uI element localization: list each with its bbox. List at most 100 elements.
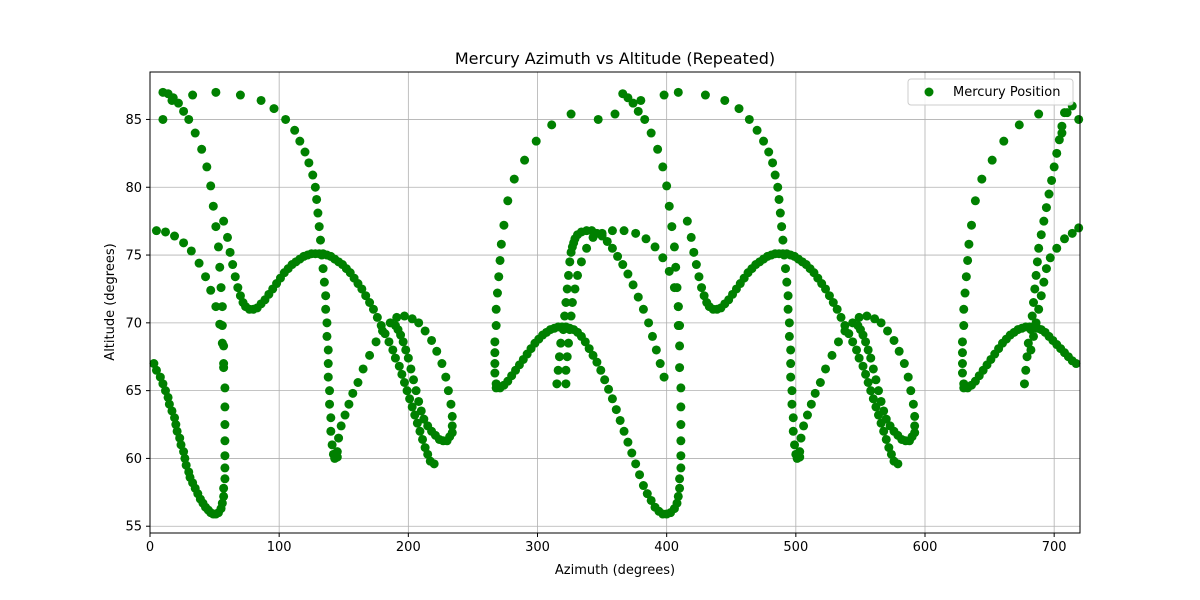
data-point (1036, 230, 1046, 240)
data-point (151, 226, 161, 236)
data-point (881, 414, 891, 424)
y-axis-ticks: 55 60 65 70 75 80 85 (125, 113, 150, 535)
data-point (213, 242, 223, 252)
data-point (588, 232, 598, 242)
data-point (752, 125, 762, 135)
data-point (401, 345, 411, 355)
data-point (446, 399, 456, 409)
data-point (295, 136, 305, 146)
data-point (682, 216, 692, 226)
data-point (547, 120, 557, 130)
data-point (987, 155, 997, 165)
data-point (372, 312, 382, 322)
data-point (1039, 216, 1049, 226)
data-point (1031, 270, 1041, 280)
data-point (734, 104, 744, 114)
data-point (879, 426, 889, 436)
data-point (281, 114, 291, 124)
data-point (313, 208, 323, 218)
data-point (910, 421, 920, 431)
data-point (423, 421, 433, 431)
data-point (676, 402, 686, 412)
data-point (959, 304, 969, 314)
data-point (596, 365, 606, 375)
data-point (623, 437, 633, 447)
data-point (676, 436, 686, 446)
data-point (181, 460, 191, 470)
legend-label: Mercury Position (953, 85, 1060, 100)
data-point (432, 346, 442, 356)
data-point (796, 433, 806, 443)
y-tick-label: 85 (125, 113, 142, 128)
data-point (447, 421, 457, 431)
data-point (388, 345, 398, 355)
data-point (365, 350, 375, 360)
data-point (861, 369, 871, 379)
data-point (1026, 325, 1036, 335)
data-point (399, 311, 409, 321)
data-point (619, 226, 629, 236)
data-point (184, 114, 194, 124)
data-point (230, 272, 240, 282)
data-point (409, 375, 418, 385)
data-point (787, 399, 797, 409)
data-point (636, 95, 646, 105)
data-point (410, 410, 420, 420)
x-tick-label: 500 (783, 540, 808, 555)
data-point (223, 232, 232, 242)
data-point (607, 243, 617, 253)
data-point (611, 405, 621, 415)
data-point (570, 284, 580, 294)
data-point (357, 284, 367, 294)
data-point (179, 238, 189, 248)
data-point (405, 394, 415, 404)
data-point (686, 232, 696, 242)
data-point (770, 170, 780, 180)
data-point (592, 357, 602, 367)
data-point (627, 448, 637, 458)
data-point (495, 255, 505, 265)
data-point (957, 348, 967, 358)
x-tick-label: 0 (146, 540, 154, 555)
data-point (308, 170, 318, 180)
data-point (824, 291, 834, 301)
data-point (613, 251, 623, 261)
data-point (490, 337, 500, 347)
data-point (783, 304, 793, 314)
data-point (219, 483, 229, 493)
data-point (220, 436, 230, 446)
data-point (664, 201, 674, 211)
data-point (392, 312, 402, 322)
y-tick-label: 75 (125, 249, 142, 264)
data-point (783, 291, 793, 301)
data-point (219, 359, 229, 369)
data-point (167, 95, 177, 105)
data-point (554, 352, 564, 362)
data-point (1027, 311, 1037, 321)
data-point (836, 312, 846, 322)
data-point (833, 337, 843, 347)
data-point (957, 368, 967, 378)
data-point (584, 344, 594, 354)
data-point (415, 426, 425, 436)
data-point (167, 406, 177, 416)
data-point (427, 335, 437, 345)
x-axis-ticks: 0 100 200 300 400 500 600 700 (146, 533, 1067, 555)
data-point (795, 447, 805, 457)
grid-lines (149, 72, 1080, 533)
data-point (874, 386, 883, 396)
data-point (398, 337, 408, 347)
data-point (593, 114, 603, 124)
data-point (671, 262, 681, 272)
data-point (211, 222, 221, 232)
data-point (876, 396, 886, 406)
data-point (344, 399, 354, 409)
data-point (151, 365, 161, 375)
data-point (815, 377, 825, 387)
data-point (490, 348, 500, 358)
data-point (908, 399, 918, 409)
data-point (318, 264, 328, 274)
data-point (217, 498, 227, 508)
data-point (186, 246, 196, 256)
data-point (777, 222, 787, 232)
